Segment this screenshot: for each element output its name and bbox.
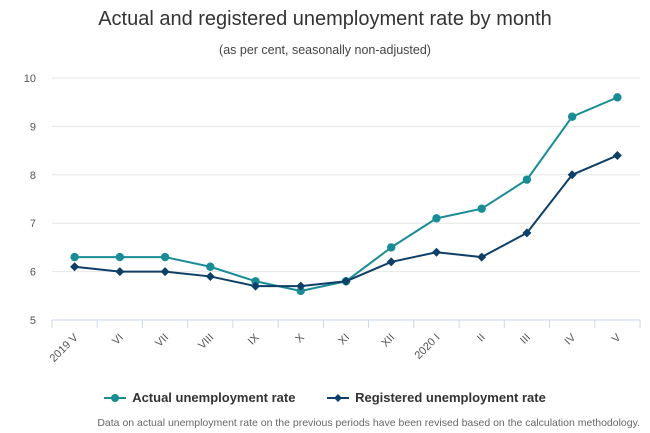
y-tick-label: 9	[30, 121, 36, 133]
legend-label-registered: Registered unemployment rate	[355, 390, 546, 405]
data-point-actual	[613, 93, 622, 102]
data-point-actual	[296, 286, 305, 296]
data-point-registered	[160, 267, 170, 277]
data-point-actual	[115, 252, 125, 262]
y-tick-label: 6	[30, 267, 36, 279]
x-tick-label: XI	[336, 332, 352, 348]
data-point-registered	[477, 252, 487, 262]
y-tick-label: 8	[30, 170, 36, 182]
x-tick-label: VIII	[196, 332, 216, 352]
y-tick-label: 7	[30, 218, 36, 230]
x-tick-label: II	[475, 332, 488, 345]
chart-footnote: Data on actual unemployment rate on the …	[97, 417, 640, 429]
data-point-registered	[251, 281, 261, 291]
data-point-actual	[206, 262, 215, 271]
data-point-actual	[160, 252, 170, 262]
data-point-actual	[522, 175, 532, 184]
legend-item-actual[interactable]: Actual unemployment rate	[104, 390, 295, 405]
data-point-actual	[567, 112, 577, 121]
x-tick-label: IV	[562, 331, 578, 347]
data-point-registered	[386, 257, 396, 267]
data-point-actual	[432, 214, 441, 223]
x-tick-label: VII	[153, 332, 171, 350]
x-tick-label: X	[293, 331, 307, 345]
diamond-marker-icon	[327, 393, 350, 402]
data-point-actual	[387, 243, 396, 252]
legend-label-actual: Actual unemployment rate	[132, 390, 296, 405]
chart-legend: Actual unemployment rate Registered unem…	[0, 390, 650, 406]
x-tick-label: 2019 V	[48, 331, 82, 365]
data-point-actual	[477, 204, 486, 213]
circle-marker-icon	[104, 393, 127, 402]
chart-title: Actual and registered unemployment rate …	[98, 8, 552, 30]
x-tick-label: VI	[110, 332, 126, 348]
y-tick-label: 5	[30, 315, 36, 327]
x-tick-label: 2020 I	[412, 332, 442, 362]
data-point-actual	[70, 252, 79, 262]
data-point-registered	[115, 267, 125, 277]
data-point-registered	[341, 276, 351, 286]
x-tick-label: V	[610, 331, 624, 345]
x-tick-label: XII	[379, 332, 397, 350]
data-point-registered	[431, 247, 441, 257]
data-point-actual	[251, 277, 260, 286]
y-tick-label: 10	[24, 73, 36, 85]
data-point-registered	[205, 271, 215, 281]
chart-subtitle: (as per cent, seasonally non-adjusted)	[219, 43, 431, 57]
data-point-registered	[567, 170, 577, 180]
x-tick-label: IX	[246, 331, 262, 347]
data-point-registered	[522, 228, 532, 238]
data-point-registered	[296, 281, 306, 291]
data-point-registered	[70, 262, 80, 272]
x-tick-label: III	[518, 332, 533, 347]
legend-item-registered[interactable]: Registered unemployment rate	[327, 390, 546, 405]
data-point-registered	[612, 150, 622, 160]
